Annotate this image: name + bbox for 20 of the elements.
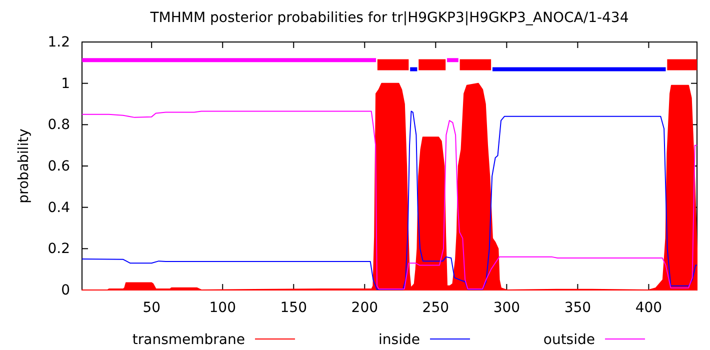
y-tick-label: 1: [61, 76, 70, 92]
x-tick-label: 50: [142, 300, 161, 316]
x-tick-label: 400: [635, 300, 662, 316]
legend-label: outside: [543, 332, 595, 348]
y-axis-title: probability: [16, 128, 32, 204]
x-tick-label: 300: [493, 300, 520, 316]
y-tick-label: 0: [61, 282, 70, 298]
y-tick-label: 0.2: [48, 241, 70, 258]
x-tick-label: 100: [209, 300, 236, 316]
y-tick-label: 1.2: [48, 34, 70, 50]
y-tick-label: 0.6: [48, 158, 70, 174]
y-tick-label: 0.4: [48, 200, 70, 216]
x-tick-label: 150: [280, 300, 307, 316]
legend-label: inside: [378, 332, 420, 348]
x-tick-label: 200: [351, 300, 378, 316]
x-tick-label: 350: [564, 300, 592, 316]
chart-title: TMHMM posterior probabilities for tr|H9GKP3|H9GKP3_ANOCA/1-434: [149, 10, 629, 26]
x-tick-label: 250: [422, 300, 450, 316]
y-tick-label: 0.8: [48, 117, 70, 134]
legend-label: transmembrane: [132, 332, 245, 348]
